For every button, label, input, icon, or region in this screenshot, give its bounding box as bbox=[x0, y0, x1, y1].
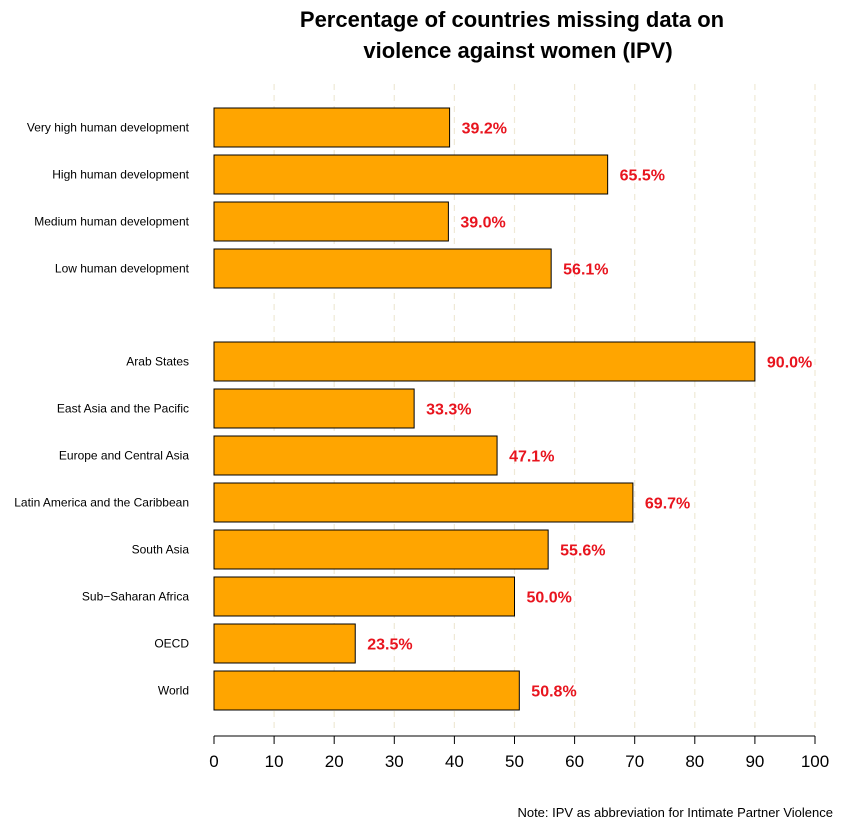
category-label: Low human development bbox=[55, 262, 190, 276]
x-tick-label: 80 bbox=[685, 752, 704, 771]
chart-note: Note: IPV as abbreviation for Intimate P… bbox=[517, 805, 833, 820]
value-label: 56.1% bbox=[563, 262, 608, 279]
category-label: World bbox=[158, 684, 189, 698]
x-tick-label: 10 bbox=[265, 752, 284, 771]
category-label: South Asia bbox=[132, 543, 190, 557]
category-label: Europe and Central Asia bbox=[59, 449, 189, 463]
value-label: 33.3% bbox=[426, 402, 471, 419]
value-label: 55.6% bbox=[560, 543, 605, 560]
bar bbox=[213, 482, 634, 523]
value-label: 39.2% bbox=[462, 121, 507, 138]
bar bbox=[213, 623, 356, 664]
bar bbox=[213, 670, 520, 711]
bar bbox=[213, 248, 552, 289]
x-tick-label: 90 bbox=[745, 752, 764, 771]
x-tick-label: 40 bbox=[445, 752, 464, 771]
value-label: 50.8% bbox=[531, 684, 576, 701]
x-tick-label: 70 bbox=[625, 752, 644, 771]
x-tick-label: 100 bbox=[801, 752, 829, 771]
category-label: Sub−Saharan Africa bbox=[82, 590, 189, 604]
category-label: Arab States bbox=[126, 355, 189, 369]
bar bbox=[213, 107, 451, 148]
value-label: 23.5% bbox=[367, 637, 412, 654]
bar bbox=[213, 201, 449, 242]
value-label: 47.1% bbox=[509, 449, 554, 466]
chart-title-line-1: Percentage of countries missing data on bbox=[300, 7, 724, 32]
value-label: 65.5% bbox=[620, 168, 665, 185]
x-axis: 0 10 20 30 40 50 60 70 80 90 100 bbox=[209, 735, 829, 771]
bar bbox=[213, 435, 498, 476]
bar bbox=[213, 154, 609, 195]
category-label: High human development bbox=[52, 168, 189, 182]
bar bbox=[213, 341, 756, 382]
bar bbox=[213, 529, 549, 570]
category-label: Medium human development bbox=[34, 215, 189, 229]
x-tick-label: 20 bbox=[325, 752, 344, 771]
x-tick-label: 30 bbox=[385, 752, 404, 771]
category-label: Very high human development bbox=[27, 121, 190, 135]
bar bbox=[213, 388, 415, 429]
bar bbox=[213, 576, 515, 617]
x-tick-label: 0 bbox=[209, 752, 218, 771]
category-label: OECD bbox=[154, 637, 189, 651]
x-tick-label: 50 bbox=[505, 752, 524, 771]
value-label: 50.0% bbox=[527, 590, 572, 607]
value-label: 90.0% bbox=[767, 355, 812, 372]
category-label: Latin America and the Caribbean bbox=[14, 496, 189, 510]
bars: Very high human development 39.2% High hum… bbox=[14, 107, 812, 711]
value-label: 69.7% bbox=[645, 496, 690, 513]
value-label: 39.0% bbox=[460, 215, 505, 232]
chart-title-line-2: violence against women (IPV) bbox=[363, 38, 672, 63]
x-tick-label: 60 bbox=[565, 752, 584, 771]
category-label: East Asia and the Pacific bbox=[57, 402, 189, 416]
